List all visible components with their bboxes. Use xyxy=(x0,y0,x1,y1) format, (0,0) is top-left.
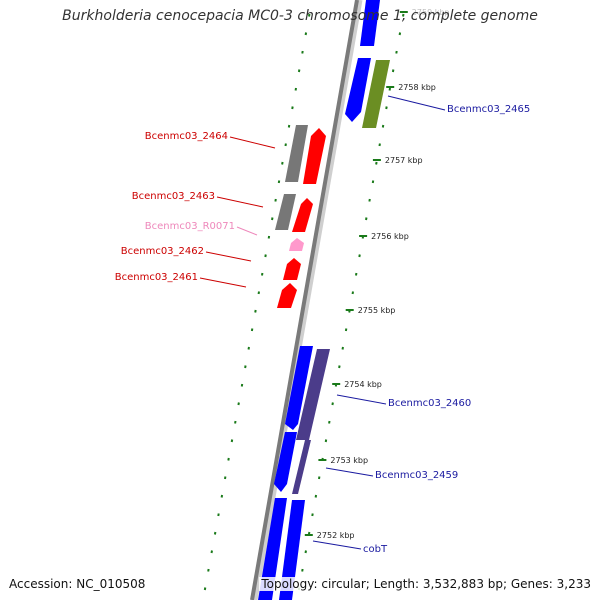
svg-text:Bcenmc03_2463: Bcenmc03_2463 xyxy=(132,191,215,202)
guide-dot xyxy=(254,309,257,313)
guide-dot xyxy=(385,106,388,110)
label-bcenmc03-2460[interactable]: Bcenmc03_2460 xyxy=(336,394,471,409)
svg-text:Bcenmc03_R0071: Bcenmc03_R0071 xyxy=(145,221,235,232)
backbone xyxy=(250,0,363,600)
gene-labels: Bcenmc03_2465 Bcenmc03_2464 Bcenmc03_246… xyxy=(115,95,530,555)
label-bcenmc03-2463[interactable]: Bcenmc03_2463 xyxy=(132,191,264,208)
cog-bcenmc03-2460[interactable] xyxy=(296,349,330,440)
svg-text:Bcenmc03_2461: Bcenmc03_2461 xyxy=(115,272,198,283)
svg-text:Bcenmc03_2462: Bcenmc03_2462 xyxy=(121,246,204,257)
tick-layer: 2759 kbp 2758 kbp 2757 kbp 2756 kbp 2755 kbp… xyxy=(304,8,450,540)
tick-label: 2755 kbp xyxy=(358,306,396,315)
guide-dot xyxy=(244,365,247,369)
guide-dot xyxy=(331,402,334,406)
svg-text:cobT: cobT xyxy=(363,544,388,555)
guide-dot xyxy=(247,346,250,350)
guide-dot xyxy=(271,217,274,221)
label-bcenmc03-2462[interactable]: Bcenmc03_2462 xyxy=(121,246,252,262)
guide-dot xyxy=(398,32,402,36)
guide-dot xyxy=(391,69,395,73)
tick-label: 2758 kbp xyxy=(398,83,436,92)
guide-dot xyxy=(230,439,234,443)
guide-dot xyxy=(264,254,267,258)
guide-dot xyxy=(210,550,213,554)
cog-bcenmc03-2464[interactable] xyxy=(285,125,308,182)
guide-dot xyxy=(308,13,311,17)
guide-dot xyxy=(381,124,385,128)
svg-text:Bcenmc03_2464: Bcenmc03_2464 xyxy=(145,131,228,142)
svg-text:Bcenmc03_2460: Bcenmc03_2460 xyxy=(388,398,471,409)
label-bcenmc03-2461[interactable]: Bcenmc03_2461 xyxy=(115,272,247,288)
gene-bcenmc03-2463-cds[interactable] xyxy=(292,198,313,232)
label-bcenmc03-r0071[interactable]: Bcenmc03_R0071 xyxy=(145,221,258,236)
guide-dot xyxy=(304,550,307,554)
svg-text:Bcenmc03_2465: Bcenmc03_2465 xyxy=(447,104,530,115)
tick-label: 2753 kbp xyxy=(330,456,368,465)
gene-bcenmc03-2459-cds[interactable] xyxy=(274,432,297,492)
gene-bcenmc03-2465-cds-lower[interactable] xyxy=(345,58,371,122)
gene-bcenmc03-2460-cds[interactable] xyxy=(285,346,313,430)
genome-summary-text: Topology: circular; Length: 3,532,883 bp… xyxy=(259,577,591,591)
guide-dot xyxy=(341,346,344,350)
guide-dot xyxy=(220,494,224,498)
guide-dot xyxy=(227,457,230,461)
guide-dot xyxy=(281,161,284,165)
gene-cobt-cds[interactable] xyxy=(258,498,287,600)
label-bcenmc03-2459[interactable]: Bcenmc03_2459 xyxy=(325,467,458,481)
guide-dot xyxy=(324,439,328,443)
cog-bcenmc03-2465[interactable] xyxy=(362,60,390,128)
tick-label: 2757 kbp xyxy=(385,156,423,165)
guide-dot xyxy=(203,587,207,591)
guide-dot xyxy=(287,124,291,128)
guide-dot xyxy=(358,254,361,258)
gene-bcenmc03-2462-cds[interactable] xyxy=(283,258,301,280)
cog-bcenmc03-2459[interactable] xyxy=(292,440,311,494)
accession-text: Accession: NC_010508 xyxy=(9,577,146,591)
label-bcenmc03-2464[interactable]: Bcenmc03_2464 xyxy=(145,131,276,149)
label-cobt[interactable]: cobT xyxy=(312,540,388,555)
label-bcenmc03-2465[interactable]: Bcenmc03_2465 xyxy=(387,95,530,115)
guide-dot xyxy=(297,69,301,73)
guide-dot xyxy=(365,217,368,221)
gene-cobt-cds-2[interactable] xyxy=(279,500,305,600)
guide-dot xyxy=(402,13,405,17)
tick-label: 2752 kbp xyxy=(317,531,355,540)
guide-dot xyxy=(291,106,294,110)
tick-label: 2759 kbp xyxy=(412,8,450,17)
guide-dot xyxy=(304,32,308,36)
gene-bcenmc03-2465-cds[interactable] xyxy=(360,0,380,46)
gene-bcenmc03-r0071-rna[interactable] xyxy=(289,238,304,251)
guide-dot xyxy=(237,402,240,406)
tick-label: 2754 kbp xyxy=(344,380,382,389)
guide-dot xyxy=(375,161,378,165)
tick-label: 2756 kbp xyxy=(371,232,409,241)
gene-bcenmc03-2461-cds[interactable] xyxy=(277,283,297,308)
feature-layer xyxy=(258,0,390,600)
guide-dot xyxy=(338,365,341,369)
svg-text:Bcenmc03_2459: Bcenmc03_2459 xyxy=(375,470,458,481)
cog-bcenmc03-2463[interactable] xyxy=(275,194,296,230)
guide-tracks xyxy=(203,13,405,591)
map-title: Burkholderia cenocepacia MC0-3 chromosom… xyxy=(62,8,538,24)
guide-dot xyxy=(314,494,318,498)
guide-dot xyxy=(213,531,217,535)
gene-bcenmc03-2464-cds[interactable] xyxy=(303,128,326,184)
